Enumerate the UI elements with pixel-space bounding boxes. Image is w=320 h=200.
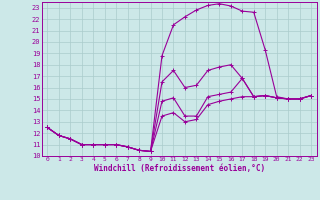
X-axis label: Windchill (Refroidissement éolien,°C): Windchill (Refroidissement éolien,°C) xyxy=(94,164,265,173)
